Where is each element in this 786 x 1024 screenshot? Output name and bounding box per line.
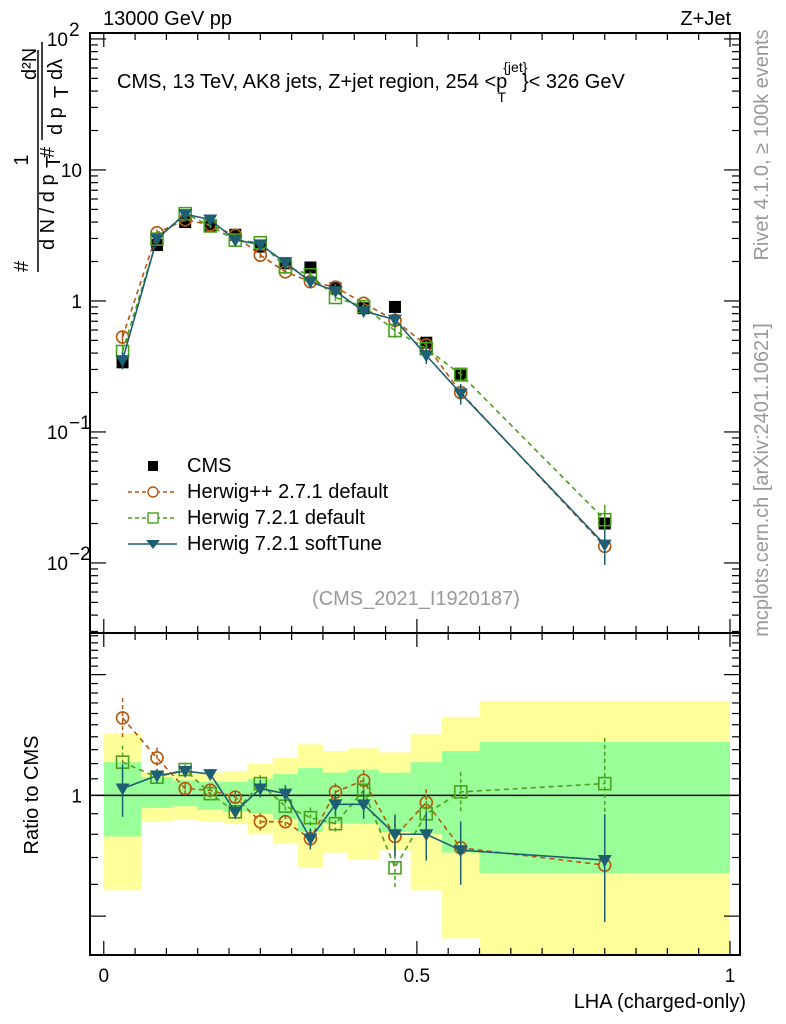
y-axis-label: 1 # d N / d p T # d²N d p T dλ <box>11 42 73 272</box>
y-tick-base: 10 <box>61 161 82 182</box>
softtune-point <box>253 239 268 252</box>
y-label-subscript: T <box>43 156 65 168</box>
softtune-ratio-point <box>453 845 468 858</box>
herwigpp-ratio-line <box>121 717 605 866</box>
herwigpp-ratio-point <box>278 814 293 829</box>
softtune-ratio-point <box>419 829 434 842</box>
softtune-point <box>453 388 468 401</box>
y-tick-exponent: −2 <box>69 544 91 565</box>
data-point <box>388 300 401 313</box>
softtune-ratio-point <box>303 833 318 846</box>
process-label: Z+Jet <box>680 8 731 30</box>
softtune-point <box>228 235 243 248</box>
softtune-ratio-point <box>203 769 218 782</box>
softtune-ratio-point <box>356 799 371 812</box>
y-label-dpt: d p <box>45 107 67 135</box>
herwig721-ratio-point <box>453 785 468 799</box>
herwig721-ratio-line <box>122 761 605 870</box>
y-label-denominator: d N / d p <box>37 174 59 250</box>
softtune-ratio-point <box>387 829 402 842</box>
herwigpp-ratio-point <box>178 781 192 796</box>
y-label-d2n: d²N <box>19 48 41 80</box>
softtune-main-line <box>121 213 606 546</box>
softtune-point <box>150 233 165 246</box>
softtune-ratio-point <box>328 799 343 812</box>
softtune-point <box>419 350 434 363</box>
softtune-ratio-point <box>597 855 612 868</box>
y-tick-base: 1 <box>71 292 82 313</box>
y-tick-exponent: 2 <box>69 20 80 41</box>
softtune-point <box>115 355 130 368</box>
data-point <box>304 261 317 274</box>
y-tick-base: 10 <box>47 30 68 51</box>
softtune-point <box>356 306 371 319</box>
softtune-ratio-point <box>178 766 193 779</box>
legend-label: CMS <box>187 455 231 477</box>
y-label-numerator: 1 <box>11 154 33 165</box>
legend: CMS Herwig++ 2.7.1 default Herwig 7.2.1 de… <box>128 455 389 555</box>
softtune-point <box>303 276 318 289</box>
herwigpp-ratio-point <box>253 814 268 829</box>
y-tick-exponent: −1 <box>69 413 91 434</box>
mcplots-label: mcplots.cern.ch [arXiv:2401.10621] <box>751 323 773 637</box>
legend-label: Herwig 7.2.1 default <box>187 507 365 529</box>
softtune-point <box>597 539 612 552</box>
main-panel-marks <box>115 206 612 565</box>
y-tick-label: 10 <box>61 161 82 182</box>
softtune-point <box>328 286 343 299</box>
ratio-panel-marks <box>90 698 740 923</box>
legend-marker <box>147 486 159 498</box>
herwig721-ratio-point <box>597 776 612 791</box>
legend-marker <box>148 461 158 471</box>
herwigpp-ratio-point <box>115 711 130 725</box>
softtune-point <box>178 209 193 222</box>
rivet-version-label: Rivet 4.1.0, ≥ 100k events <box>751 29 773 260</box>
softtune-point <box>278 257 293 270</box>
y-tick-base: 10 <box>47 554 68 575</box>
analysis-id: (CMS_2021_I1920187) <box>312 588 520 610</box>
y-label-dlambda: dλ <box>45 59 67 80</box>
herwigpp-ratio-point <box>228 790 243 804</box>
x-tick-label: 0 <box>98 966 109 987</box>
y-tick-base: 10 <box>47 423 68 444</box>
x-axis-label: LHA (charged-only) <box>574 991 746 1013</box>
softtune-ratio-point <box>150 770 165 783</box>
plot-title: CMS, 13 TeV, AK8 jets, Z+jet region, 254… <box>117 59 625 105</box>
herwig721-point <box>453 367 468 382</box>
ratio-frame <box>89 632 741 956</box>
herwig721-ratio-point <box>203 786 218 801</box>
softtune-point <box>387 314 402 327</box>
y-label-hash: # <box>37 146 59 158</box>
herwig721-ratio-point <box>388 860 402 875</box>
y-label-subscript: T <box>51 86 73 98</box>
legend-label: Herwig 7.2.1 softTune <box>187 533 382 555</box>
softtune-ratio-point <box>228 806 243 819</box>
softtune-ratio-point <box>253 783 268 796</box>
softtune-point <box>203 214 218 227</box>
x-tick-label: 0.5 <box>404 966 430 987</box>
ratio-uncertainty-bands <box>103 700 730 955</box>
legend-marker <box>147 512 159 524</box>
ratio-y-label: Ratio to CMS <box>21 736 43 855</box>
y-tick-label: 10 <box>47 423 68 444</box>
herwig721-ratio-point <box>303 810 318 825</box>
ratio-y-tick-label: 1 <box>71 786 82 807</box>
energy-label: 13000 GeV pp <box>103 8 232 30</box>
legend-label: Herwig++ 2.7.1 default <box>187 481 389 503</box>
y-label-hash: # <box>11 260 33 272</box>
herwig721-ratio-point <box>328 816 343 831</box>
softtune-ratio-point <box>115 783 130 796</box>
y-tick-label: 1 <box>71 292 82 313</box>
herwigpp-ratio-point <box>150 751 164 765</box>
herwig721-point <box>597 512 612 527</box>
softtune-ratio-line <box>122 770 605 861</box>
y-tick-label: 10 <box>47 554 68 575</box>
softtune-ratio-point <box>278 788 293 801</box>
y-tick-label: 10 <box>47 30 68 51</box>
x-tick-label: 1 <box>725 966 736 987</box>
legend-marker <box>146 540 160 549</box>
